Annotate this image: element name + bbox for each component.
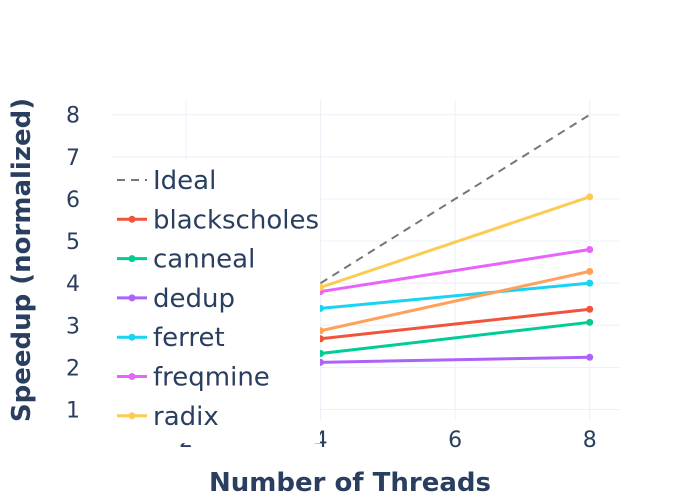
legend-item-canneal[interactable]: canneal [117, 245, 255, 275]
y-tick-label: 3 [66, 314, 80, 339]
legend-marker [128, 215, 136, 223]
data-point [586, 245, 594, 253]
y-tick-label: 2 [66, 356, 80, 381]
legend-item-freqmine[interactable]: freqmine [117, 363, 270, 393]
data-point [586, 353, 594, 361]
legend-label: ferret [153, 323, 225, 353]
y-tick-label: 7 [66, 146, 80, 171]
x-axis-title: Number of Threads [209, 468, 491, 498]
x-tick-label: 6 [448, 428, 462, 453]
tick-layer: 246812345678 [66, 104, 597, 453]
legend-item-Ideal[interactable]: Ideal [117, 166, 216, 196]
legend-label: blackscholes [153, 205, 319, 235]
data-point [586, 193, 594, 201]
legend-label: freqmine [153, 363, 270, 393]
legend-background [112, 160, 320, 444]
x-tick-label: 8 [583, 428, 597, 453]
y-axis-title: Speedup (normalized) [7, 98, 37, 422]
y-tick-label: 4 [66, 272, 80, 297]
legend-marker [128, 333, 136, 341]
legend-label: Ideal [153, 166, 216, 196]
y-tick-label: 8 [66, 104, 80, 129]
legend-item-blackscholes[interactable]: blackscholes [117, 205, 319, 235]
legend-marker [128, 294, 136, 302]
data-point [586, 305, 594, 313]
y-tick-label: 5 [66, 230, 80, 255]
legend-marker [128, 412, 136, 420]
legend-item-dedup[interactable]: dedup [117, 284, 235, 314]
data-point [586, 267, 594, 275]
y-tick-label: 1 [66, 398, 80, 423]
data-point [586, 279, 594, 287]
legend-item-radix[interactable]: radix [117, 402, 219, 432]
data-point [586, 318, 594, 326]
legend-label: radix [153, 402, 219, 432]
legend-label: canneal [153, 245, 255, 275]
legend-item-ferret[interactable]: ferret [117, 323, 225, 353]
legend-marker [128, 373, 136, 380]
y-tick-label: 6 [66, 188, 80, 213]
legend-marker [128, 255, 136, 263]
legend: Ideal blackscholes canneal dedup ferret freqm… [112, 160, 320, 444]
legend-label: dedup [153, 284, 235, 314]
